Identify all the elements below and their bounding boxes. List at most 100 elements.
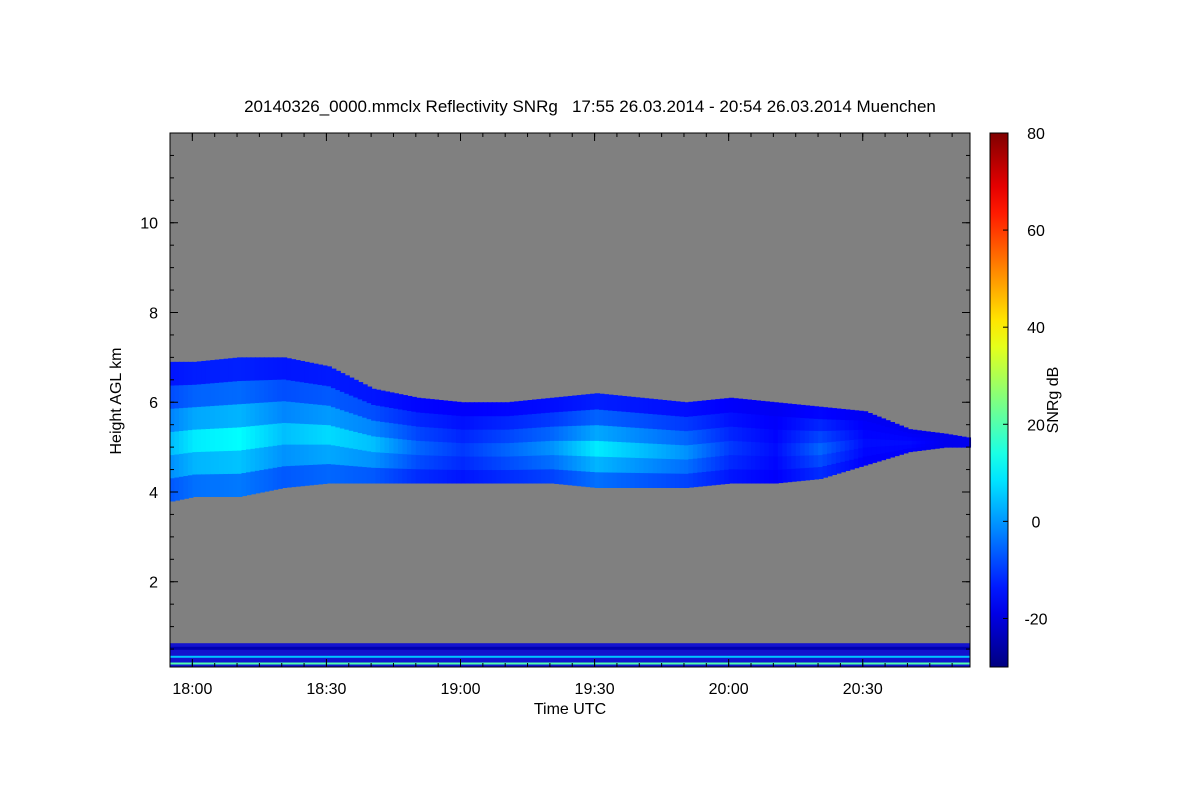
- cloud-cell: [281, 379, 288, 402]
- cloud-cell: [965, 437, 972, 440]
- cloud-cell: [558, 440, 565, 456]
- cloud-cell: [402, 409, 408, 425]
- cloud-cell: [183, 407, 189, 431]
- cloud-cell: [782, 403, 788, 417]
- cloud-cell: [558, 469, 565, 485]
- cloud-cell: [786, 416, 793, 431]
- cloud-cell: [670, 415, 677, 431]
- cloud-cell: [514, 455, 520, 470]
- clutter-line: [170, 662, 970, 665]
- cloud-cell: [715, 470, 721, 485]
- cloud-cell: [576, 395, 583, 411]
- cloud-cell: [210, 428, 216, 452]
- cloud-cell: [406, 395, 413, 411]
- cloud-cell: [308, 403, 315, 425]
- cloud-cell: [804, 405, 811, 419]
- cloud-cell: [272, 423, 279, 446]
- cloud-cell: [335, 408, 341, 428]
- cloud-cell: [916, 430, 922, 435]
- cloud-cell: [764, 401, 770, 416]
- cloud-cell: [934, 440, 940, 444]
- cloud-cell: [920, 437, 927, 441]
- cloud-cell: [505, 469, 511, 484]
- cloud-cell: [263, 379, 270, 403]
- cloud-cell: [196, 383, 203, 407]
- cloud-cell: [880, 439, 887, 447]
- cloud-cell: [920, 446, 927, 451]
- cloud-cell: [299, 402, 306, 424]
- cloud-cell: [371, 404, 377, 421]
- cloud-cell: [603, 440, 610, 457]
- cloud-cell: [536, 413, 542, 428]
- cloud-cell: [849, 419, 855, 431]
- cloud-cell: [478, 456, 484, 471]
- cloud-cell: [621, 441, 627, 458]
- cloud-cell: [742, 469, 748, 484]
- cloud-cell: [429, 455, 435, 470]
- cloud-cell: [871, 414, 878, 424]
- cloud-cell: [952, 441, 958, 444]
- cloud-cell: [429, 399, 435, 414]
- cloud-cell: [947, 438, 954, 442]
- cloud-cell: [643, 398, 650, 414]
- cloud-cell: [237, 450, 243, 474]
- cloud-cell: [375, 436, 382, 453]
- cloud-cell: [228, 381, 234, 405]
- cloud-cell: [621, 411, 627, 427]
- cloud-cell: [777, 442, 784, 457]
- cloud-cell: [826, 418, 833, 431]
- cloud-cell: [795, 417, 802, 431]
- colorbar-frame: [989, 132, 1009, 668]
- cloud-cell: [505, 402, 511, 417]
- cloud-cell: [402, 424, 408, 440]
- cloud-cell: [286, 444, 292, 467]
- cloud-cell: [616, 472, 623, 489]
- cloud-cell: [496, 415, 502, 430]
- cloud-cell: [237, 357, 243, 382]
- cloud-cell: [174, 453, 180, 478]
- cloud-cell: [710, 413, 717, 429]
- cloud-cell: [670, 473, 677, 489]
- cloud-cell: [742, 399, 748, 414]
- cloud-cell: [496, 469, 502, 484]
- cloud-cell: [701, 471, 708, 487]
- cloud-cell: [174, 384, 180, 409]
- cloud-cell: [844, 460, 851, 471]
- cloud-cell: [952, 439, 958, 442]
- cloud-cell: [205, 451, 212, 475]
- cloud-cell: [344, 411, 350, 430]
- cloud-cell: [594, 456, 601, 473]
- cloud-cell: [648, 472, 654, 489]
- cloud-cell: [751, 427, 757, 443]
- cloud-cell: [330, 387, 337, 408]
- cloud-cell: [532, 399, 538, 414]
- cloud-cell: [536, 427, 542, 442]
- cloud-cell: [196, 451, 203, 475]
- cloud-cell: [424, 440, 431, 456]
- cloud-cell: [782, 416, 788, 430]
- cloud-cell: [330, 368, 337, 389]
- cloud-cell: [518, 428, 525, 443]
- cloud-cell: [317, 444, 323, 465]
- cloud-cell: [496, 442, 502, 457]
- cloud-cell: [795, 455, 802, 469]
- cloud-cell: [357, 449, 364, 467]
- cloud-cell: [818, 418, 824, 432]
- cloud-cell: [809, 442, 815, 456]
- cloud-cell: [742, 455, 748, 470]
- cloud-cell: [961, 445, 967, 448]
- cloud-cell: [657, 414, 663, 430]
- cloud-cell: [768, 428, 775, 443]
- cloud-cell: [885, 432, 891, 440]
- cloud-cell: [894, 429, 900, 435]
- cloud-cell: [652, 428, 659, 444]
- cloud-cell: [388, 407, 395, 424]
- cloud-cell: [652, 443, 659, 459]
- cloud-cell: [826, 407, 833, 420]
- cloud-cell: [478, 429, 484, 444]
- cloud-cell: [460, 456, 467, 471]
- y-tick-label: 4: [149, 485, 158, 502]
- cloud-cell: [532, 441, 538, 456]
- cloud-cell: [701, 457, 708, 472]
